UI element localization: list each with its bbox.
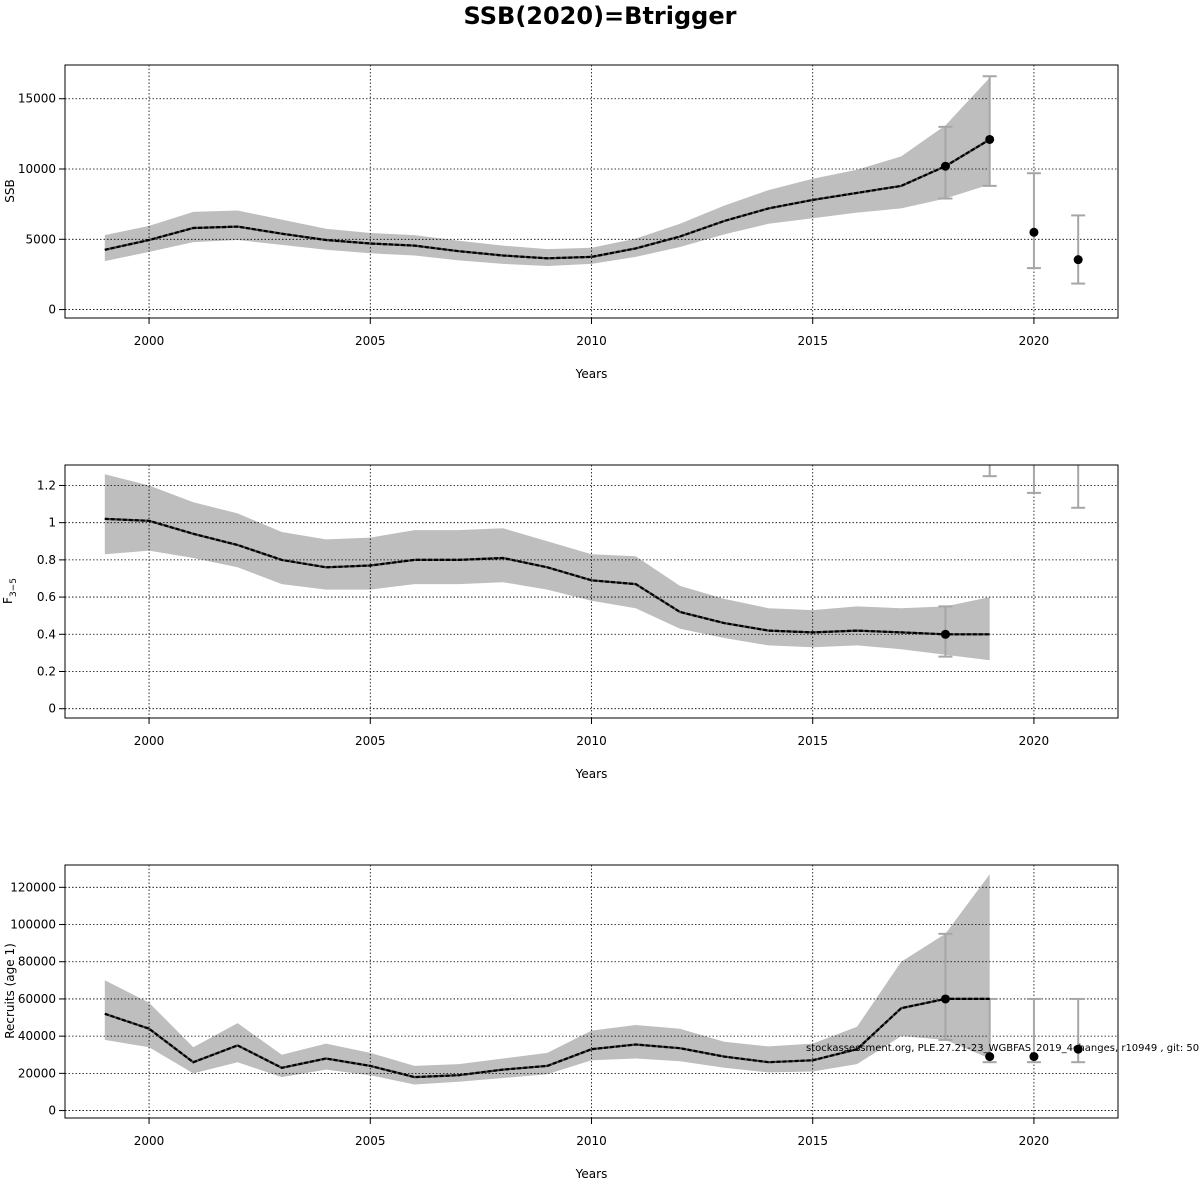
data-point: [985, 434, 994, 443]
data-point: [1029, 1052, 1039, 1062]
y-tick-label: 0.4: [37, 627, 56, 641]
data-point: [1029, 227, 1039, 237]
x-tick-label: 2020: [1019, 1134, 1050, 1148]
footnote-text: stockassessment.org, PLE.27.21-23_WGBFAS…: [806, 1043, 1200, 1054]
data-point: [1029, 444, 1038, 453]
data-point: [985, 1052, 995, 1062]
estimate-line-dashed: [104, 517, 990, 636]
x-axis-label: Years: [575, 1167, 608, 1181]
confidence-band: [104, 874, 990, 1085]
y-axis-label: SSB: [3, 179, 17, 202]
plot-area: [65, 434, 1118, 718]
x-tick-label: 2010: [576, 734, 607, 748]
x-tick-label: 2020: [1019, 334, 1050, 348]
plot-area: [65, 65, 1118, 318]
y-tick-label: 1.2: [37, 478, 56, 492]
x-tick-label: 2020: [1019, 734, 1050, 748]
x-tick-label: 2015: [797, 734, 828, 748]
y-tick-label: 0: [48, 1104, 56, 1118]
x-tick-label: 2005: [355, 734, 386, 748]
y-tick-label: 40000: [18, 1029, 56, 1043]
y-tick-label: 0.2: [37, 664, 56, 678]
data-point: [940, 629, 950, 639]
data-point: [1074, 453, 1083, 462]
estimate-line-dashed: [104, 997, 990, 1079]
panel-recruits: 2000 2005 2010 2015 2020 0 20000 40000 60000 8000…: [3, 864, 1119, 1181]
chart-title: SSB(2020)=Btrigger: [463, 2, 737, 30]
y-axis-label: F3−5: [1, 578, 19, 604]
x-tick-label: 2010: [576, 1134, 607, 1148]
estimate-line-dashed: [104, 138, 991, 260]
x-axis-label: Years: [575, 767, 608, 781]
y-tick-label: 10000: [18, 162, 56, 176]
plot-area: [65, 865, 1118, 1118]
x-tick-label: 2005: [355, 1134, 386, 1148]
panel-ssb: 2000 2005 2010 2015 2020 0 5000 10000 15000 Years…: [3, 64, 1119, 381]
x-tick-label: 2005: [355, 334, 386, 348]
y-tick-label: 100000: [10, 918, 56, 932]
x-tick-label: 2010: [576, 334, 607, 348]
data-point: [1073, 255, 1083, 265]
data-point: [1073, 1044, 1083, 1054]
panel-fbar: 2000 2005 2010 2015 2020 0 0.2 0.4 0.6 0.8 1 1.2 Yea…: [1, 434, 1119, 781]
y-tick-label: 0: [48, 303, 56, 317]
y-tick-label: 0.6: [37, 590, 56, 604]
y-tick-label: 60000: [18, 992, 56, 1006]
x-tick-label: 2015: [797, 334, 828, 348]
y-tick-label: 20000: [18, 1066, 56, 1080]
y-tick-label: 120000: [10, 880, 56, 894]
data-point: [985, 134, 995, 144]
x-tick-label: 2015: [797, 1134, 828, 1148]
x-tick-label: 2000: [134, 334, 165, 348]
x-axis-label: Years: [575, 367, 608, 381]
y-tick-label: 5000: [25, 232, 56, 246]
data-point: [940, 161, 950, 171]
y-axis-label: Recruits (age 1): [3, 943, 17, 1039]
y-tick-label: 80000: [18, 955, 56, 969]
y-tick-label: 15000: [18, 92, 56, 106]
x-tick-label: 2000: [134, 734, 165, 748]
y-tick-label: 0.8: [37, 553, 56, 567]
confidence-band: [104, 77, 990, 266]
data-point: [940, 994, 950, 1004]
y-tick-label: 0: [48, 702, 56, 716]
y-tick-label: 1: [48, 516, 56, 530]
x-tick-label: 2000: [134, 1134, 165, 1148]
